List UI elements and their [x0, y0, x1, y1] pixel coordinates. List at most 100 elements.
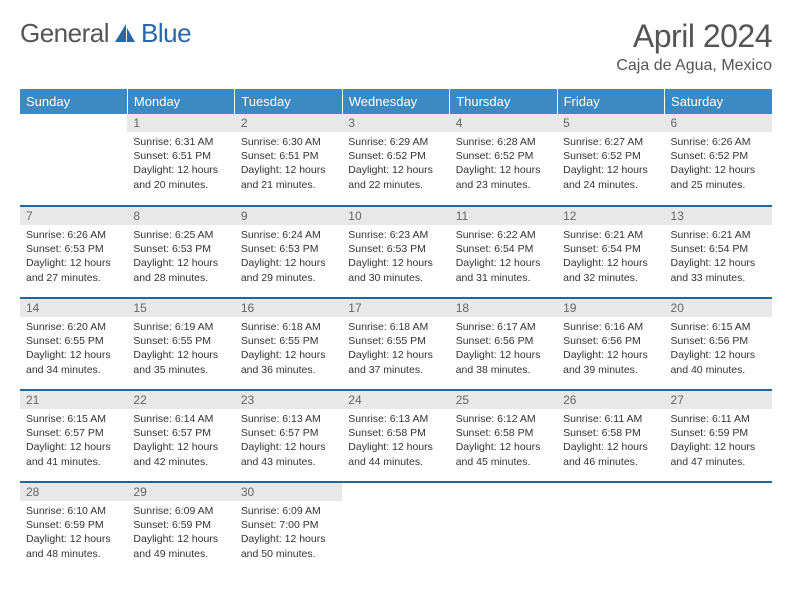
- day-content: Sunrise: 6:14 AMSunset: 6:57 PMDaylight:…: [127, 409, 234, 472]
- day-number: 17: [342, 299, 449, 317]
- day-content: Sunrise: 6:15 AMSunset: 6:56 PMDaylight:…: [665, 317, 772, 380]
- calendar-day-cell: 20Sunrise: 6:15 AMSunset: 6:56 PMDayligh…: [665, 298, 772, 390]
- daylight-text: Daylight: 12 hours and 20 minutes.: [133, 163, 228, 191]
- calendar-day-cell: 9Sunrise: 6:24 AMSunset: 6:53 PMDaylight…: [235, 206, 342, 298]
- sunrise-text: Sunrise: 6:21 AM: [671, 228, 766, 242]
- daylight-text: Daylight: 12 hours and 24 minutes.: [563, 163, 658, 191]
- calendar-week-row: 28Sunrise: 6:10 AMSunset: 6:59 PMDayligh…: [20, 482, 772, 574]
- day-number: 7: [20, 207, 127, 225]
- logo-text-general: General: [20, 18, 109, 49]
- sunrise-text: Sunrise: 6:28 AM: [456, 135, 551, 149]
- day-number: [450, 483, 557, 487]
- day-number: 23: [235, 391, 342, 409]
- day-content: Sunrise: 6:15 AMSunset: 6:57 PMDaylight:…: [20, 409, 127, 472]
- calendar-table: Sunday Monday Tuesday Wednesday Thursday…: [20, 89, 772, 574]
- weekday-header: Wednesday: [342, 89, 449, 114]
- sunset-text: Sunset: 6:53 PM: [348, 242, 443, 256]
- daylight-text: Daylight: 12 hours and 21 minutes.: [241, 163, 336, 191]
- calendar-day-cell: 6Sunrise: 6:26 AMSunset: 6:52 PMDaylight…: [665, 114, 772, 206]
- day-content: Sunrise: 6:17 AMSunset: 6:56 PMDaylight:…: [450, 317, 557, 380]
- sunset-text: Sunset: 6:57 PM: [26, 426, 121, 440]
- day-content: Sunrise: 6:11 AMSunset: 6:59 PMDaylight:…: [665, 409, 772, 472]
- day-number: 9: [235, 207, 342, 225]
- day-content: Sunrise: 6:18 AMSunset: 6:55 PMDaylight:…: [342, 317, 449, 380]
- calendar-day-cell: 13Sunrise: 6:21 AMSunset: 6:54 PMDayligh…: [665, 206, 772, 298]
- day-number: 10: [342, 207, 449, 225]
- sunset-text: Sunset: 6:55 PM: [26, 334, 121, 348]
- sunrise-text: Sunrise: 6:26 AM: [671, 135, 766, 149]
- day-number: 6: [665, 114, 772, 132]
- sunrise-text: Sunrise: 6:21 AM: [563, 228, 658, 242]
- day-number: 19: [557, 299, 664, 317]
- daylight-text: Daylight: 12 hours and 23 minutes.: [456, 163, 551, 191]
- sunset-text: Sunset: 6:52 PM: [348, 149, 443, 163]
- sunrise-text: Sunrise: 6:11 AM: [563, 412, 658, 426]
- calendar-day-cell: 1Sunrise: 6:31 AMSunset: 6:51 PMDaylight…: [127, 114, 234, 206]
- day-content: Sunrise: 6:13 AMSunset: 6:57 PMDaylight:…: [235, 409, 342, 472]
- sunset-text: Sunset: 6:57 PM: [133, 426, 228, 440]
- day-content: Sunrise: 6:20 AMSunset: 6:55 PMDaylight:…: [20, 317, 127, 380]
- title-block: April 2024 Caja de Agua, Mexico: [616, 18, 772, 75]
- day-number: 16: [235, 299, 342, 317]
- calendar-day-cell: 30Sunrise: 6:09 AMSunset: 7:00 PMDayligh…: [235, 482, 342, 574]
- day-content: Sunrise: 6:29 AMSunset: 6:52 PMDaylight:…: [342, 132, 449, 195]
- day-number: [557, 483, 664, 487]
- sunrise-text: Sunrise: 6:26 AM: [26, 228, 121, 242]
- day-number: 27: [665, 391, 772, 409]
- daylight-text: Daylight: 12 hours and 49 minutes.: [133, 532, 228, 560]
- sunrise-text: Sunrise: 6:23 AM: [348, 228, 443, 242]
- daylight-text: Daylight: 12 hours and 22 minutes.: [348, 163, 443, 191]
- daylight-text: Daylight: 12 hours and 39 minutes.: [563, 348, 658, 376]
- calendar-day-cell: 26Sunrise: 6:11 AMSunset: 6:58 PMDayligh…: [557, 390, 664, 482]
- daylight-text: Daylight: 12 hours and 38 minutes.: [456, 348, 551, 376]
- sunset-text: Sunset: 6:56 PM: [456, 334, 551, 348]
- sunset-text: Sunset: 6:54 PM: [671, 242, 766, 256]
- sunrise-text: Sunrise: 6:12 AM: [456, 412, 551, 426]
- calendar-week-row: 7Sunrise: 6:26 AMSunset: 6:53 PMDaylight…: [20, 206, 772, 298]
- calendar-day-cell: 2Sunrise: 6:30 AMSunset: 6:51 PMDaylight…: [235, 114, 342, 206]
- calendar-day-cell: 25Sunrise: 6:12 AMSunset: 6:58 PMDayligh…: [450, 390, 557, 482]
- calendar-day-cell: 27Sunrise: 6:11 AMSunset: 6:59 PMDayligh…: [665, 390, 772, 482]
- sunrise-text: Sunrise: 6:29 AM: [348, 135, 443, 149]
- daylight-text: Daylight: 12 hours and 29 minutes.: [241, 256, 336, 284]
- sunrise-text: Sunrise: 6:18 AM: [348, 320, 443, 334]
- sunrise-text: Sunrise: 6:24 AM: [241, 228, 336, 242]
- logo: General Blue: [20, 18, 191, 49]
- sunrise-text: Sunrise: 6:13 AM: [241, 412, 336, 426]
- day-number: 26: [557, 391, 664, 409]
- calendar-day-cell: 11Sunrise: 6:22 AMSunset: 6:54 PMDayligh…: [450, 206, 557, 298]
- day-number: 24: [342, 391, 449, 409]
- day-content: Sunrise: 6:13 AMSunset: 6:58 PMDaylight:…: [342, 409, 449, 472]
- day-content: Sunrise: 6:19 AMSunset: 6:55 PMDaylight:…: [127, 317, 234, 380]
- weekday-header: Tuesday: [235, 89, 342, 114]
- sunset-text: Sunset: 6:55 PM: [241, 334, 336, 348]
- daylight-text: Daylight: 12 hours and 34 minutes.: [26, 348, 121, 376]
- day-content: Sunrise: 6:16 AMSunset: 6:56 PMDaylight:…: [557, 317, 664, 380]
- sunrise-text: Sunrise: 6:22 AM: [456, 228, 551, 242]
- calendar-day-cell: 16Sunrise: 6:18 AMSunset: 6:55 PMDayligh…: [235, 298, 342, 390]
- sunrise-text: Sunrise: 6:27 AM: [563, 135, 658, 149]
- day-number: 15: [127, 299, 234, 317]
- sunset-text: Sunset: 6:58 PM: [348, 426, 443, 440]
- calendar-day-cell: 5Sunrise: 6:27 AMSunset: 6:52 PMDaylight…: [557, 114, 664, 206]
- sunset-text: Sunset: 6:53 PM: [133, 242, 228, 256]
- day-content: Sunrise: 6:25 AMSunset: 6:53 PMDaylight:…: [127, 225, 234, 288]
- weekday-header: Sunday: [20, 89, 127, 114]
- day-content: Sunrise: 6:10 AMSunset: 6:59 PMDaylight:…: [20, 501, 127, 564]
- sunrise-text: Sunrise: 6:16 AM: [563, 320, 658, 334]
- calendar-day-cell: 12Sunrise: 6:21 AMSunset: 6:54 PMDayligh…: [557, 206, 664, 298]
- sunset-text: Sunset: 6:53 PM: [26, 242, 121, 256]
- day-content: Sunrise: 6:28 AMSunset: 6:52 PMDaylight:…: [450, 132, 557, 195]
- calendar-day-cell: 24Sunrise: 6:13 AMSunset: 6:58 PMDayligh…: [342, 390, 449, 482]
- daylight-text: Daylight: 12 hours and 25 minutes.: [671, 163, 766, 191]
- daylight-text: Daylight: 12 hours and 35 minutes.: [133, 348, 228, 376]
- daylight-text: Daylight: 12 hours and 41 minutes.: [26, 440, 121, 468]
- daylight-text: Daylight: 12 hours and 31 minutes.: [456, 256, 551, 284]
- calendar-day-cell: 21Sunrise: 6:15 AMSunset: 6:57 PMDayligh…: [20, 390, 127, 482]
- logo-sail-icon: [115, 20, 137, 51]
- sunset-text: Sunset: 6:52 PM: [563, 149, 658, 163]
- day-content: Sunrise: 6:09 AMSunset: 7:00 PMDaylight:…: [235, 501, 342, 564]
- sunset-text: Sunset: 7:00 PM: [241, 518, 336, 532]
- daylight-text: Daylight: 12 hours and 48 minutes.: [26, 532, 121, 560]
- day-content: Sunrise: 6:26 AMSunset: 6:52 PMDaylight:…: [665, 132, 772, 195]
